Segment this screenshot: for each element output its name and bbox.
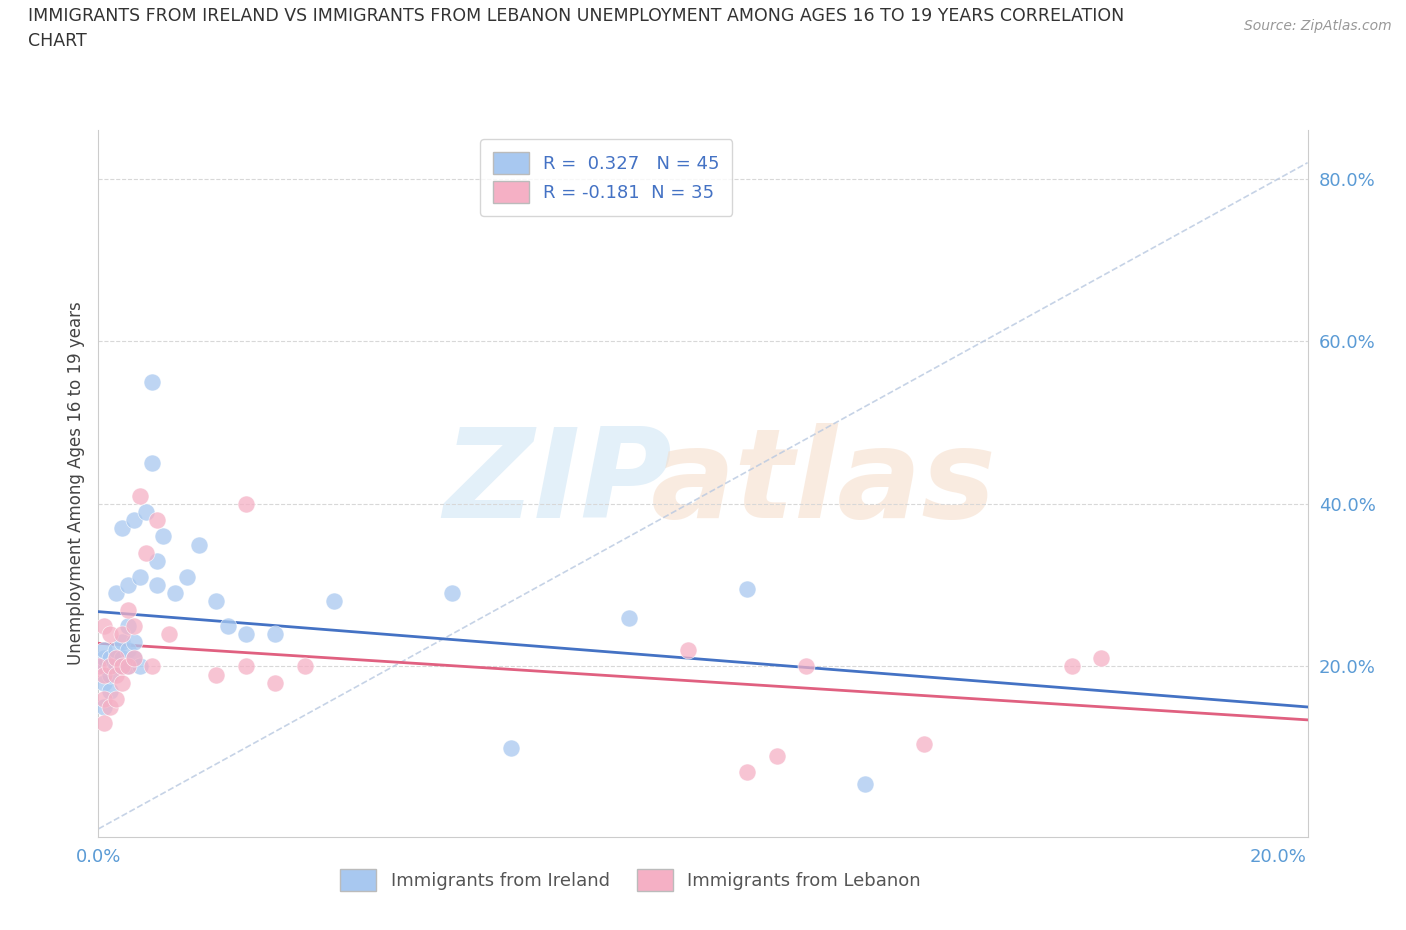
Point xyxy=(111,675,134,690)
Point xyxy=(765,749,787,764)
Point xyxy=(294,659,316,674)
Point xyxy=(141,659,163,674)
Point xyxy=(176,569,198,584)
Point xyxy=(152,529,174,544)
Point xyxy=(122,651,145,666)
Point xyxy=(105,691,128,706)
Point xyxy=(105,651,128,666)
Point xyxy=(501,740,523,755)
Point xyxy=(217,618,239,633)
Point xyxy=(117,659,139,674)
Point xyxy=(111,651,134,666)
Point xyxy=(205,667,228,682)
Point xyxy=(912,737,935,751)
Point xyxy=(235,627,257,642)
Point xyxy=(93,667,115,682)
Point xyxy=(93,643,115,658)
Point xyxy=(98,651,121,666)
Point xyxy=(187,538,209,552)
Point xyxy=(98,699,121,714)
Point xyxy=(93,675,115,690)
Point xyxy=(678,643,700,658)
Point xyxy=(128,488,150,503)
Point xyxy=(105,667,128,682)
Point xyxy=(93,716,115,731)
Point xyxy=(111,659,134,674)
Point xyxy=(141,375,163,390)
Point xyxy=(117,643,139,658)
Text: Source: ZipAtlas.com: Source: ZipAtlas.com xyxy=(1244,19,1392,33)
Point xyxy=(111,634,134,649)
Point xyxy=(128,569,150,584)
Point xyxy=(205,594,228,609)
Point xyxy=(87,659,110,674)
Point xyxy=(235,497,257,512)
Text: IMMIGRANTS FROM IRELAND VS IMMIGRANTS FROM LEBANON UNEMPLOYMENT AMONG AGES 16 TO: IMMIGRANTS FROM IRELAND VS IMMIGRANTS FR… xyxy=(28,7,1125,24)
Point xyxy=(93,691,115,706)
Point xyxy=(165,586,187,601)
Point xyxy=(619,610,641,625)
Point xyxy=(117,618,139,633)
Point xyxy=(98,684,121,698)
Point xyxy=(135,505,157,520)
Point xyxy=(98,627,121,642)
Point xyxy=(122,634,145,649)
Point xyxy=(853,777,876,791)
Point xyxy=(441,586,464,601)
Point xyxy=(87,659,110,674)
Point xyxy=(122,651,145,666)
Point xyxy=(794,659,817,674)
Point xyxy=(1060,659,1083,674)
Point xyxy=(122,512,145,527)
Point xyxy=(141,456,163,471)
Point xyxy=(93,618,115,633)
Point xyxy=(146,512,169,527)
Point xyxy=(146,578,169,592)
Point xyxy=(98,659,121,674)
Point xyxy=(105,586,128,601)
Point xyxy=(117,578,139,592)
Point xyxy=(111,659,134,674)
Point xyxy=(105,651,128,666)
Point xyxy=(117,659,139,674)
Point xyxy=(264,675,287,690)
Text: ZIP: ZIP xyxy=(443,423,672,544)
Point xyxy=(157,627,180,642)
Point xyxy=(735,764,758,779)
Point xyxy=(735,582,758,597)
Point xyxy=(98,667,121,682)
Point xyxy=(105,659,128,674)
Point xyxy=(117,602,139,617)
Text: CHART: CHART xyxy=(28,32,87,49)
Point xyxy=(93,659,115,674)
Point xyxy=(105,643,128,658)
Point xyxy=(264,627,287,642)
Point xyxy=(93,651,115,666)
Point xyxy=(122,618,145,633)
Y-axis label: Unemployment Among Ages 16 to 19 years: Unemployment Among Ages 16 to 19 years xyxy=(66,301,84,666)
Point xyxy=(135,545,157,560)
Text: atlas: atlas xyxy=(651,423,997,544)
Point xyxy=(128,659,150,674)
Point xyxy=(111,627,134,642)
Point xyxy=(146,553,169,568)
Point xyxy=(235,659,257,674)
Legend: Immigrants from Ireland, Immigrants from Lebanon: Immigrants from Ireland, Immigrants from… xyxy=(333,862,928,898)
Point xyxy=(323,594,346,609)
Point xyxy=(1090,651,1112,666)
Point xyxy=(93,699,115,714)
Point xyxy=(111,521,134,536)
